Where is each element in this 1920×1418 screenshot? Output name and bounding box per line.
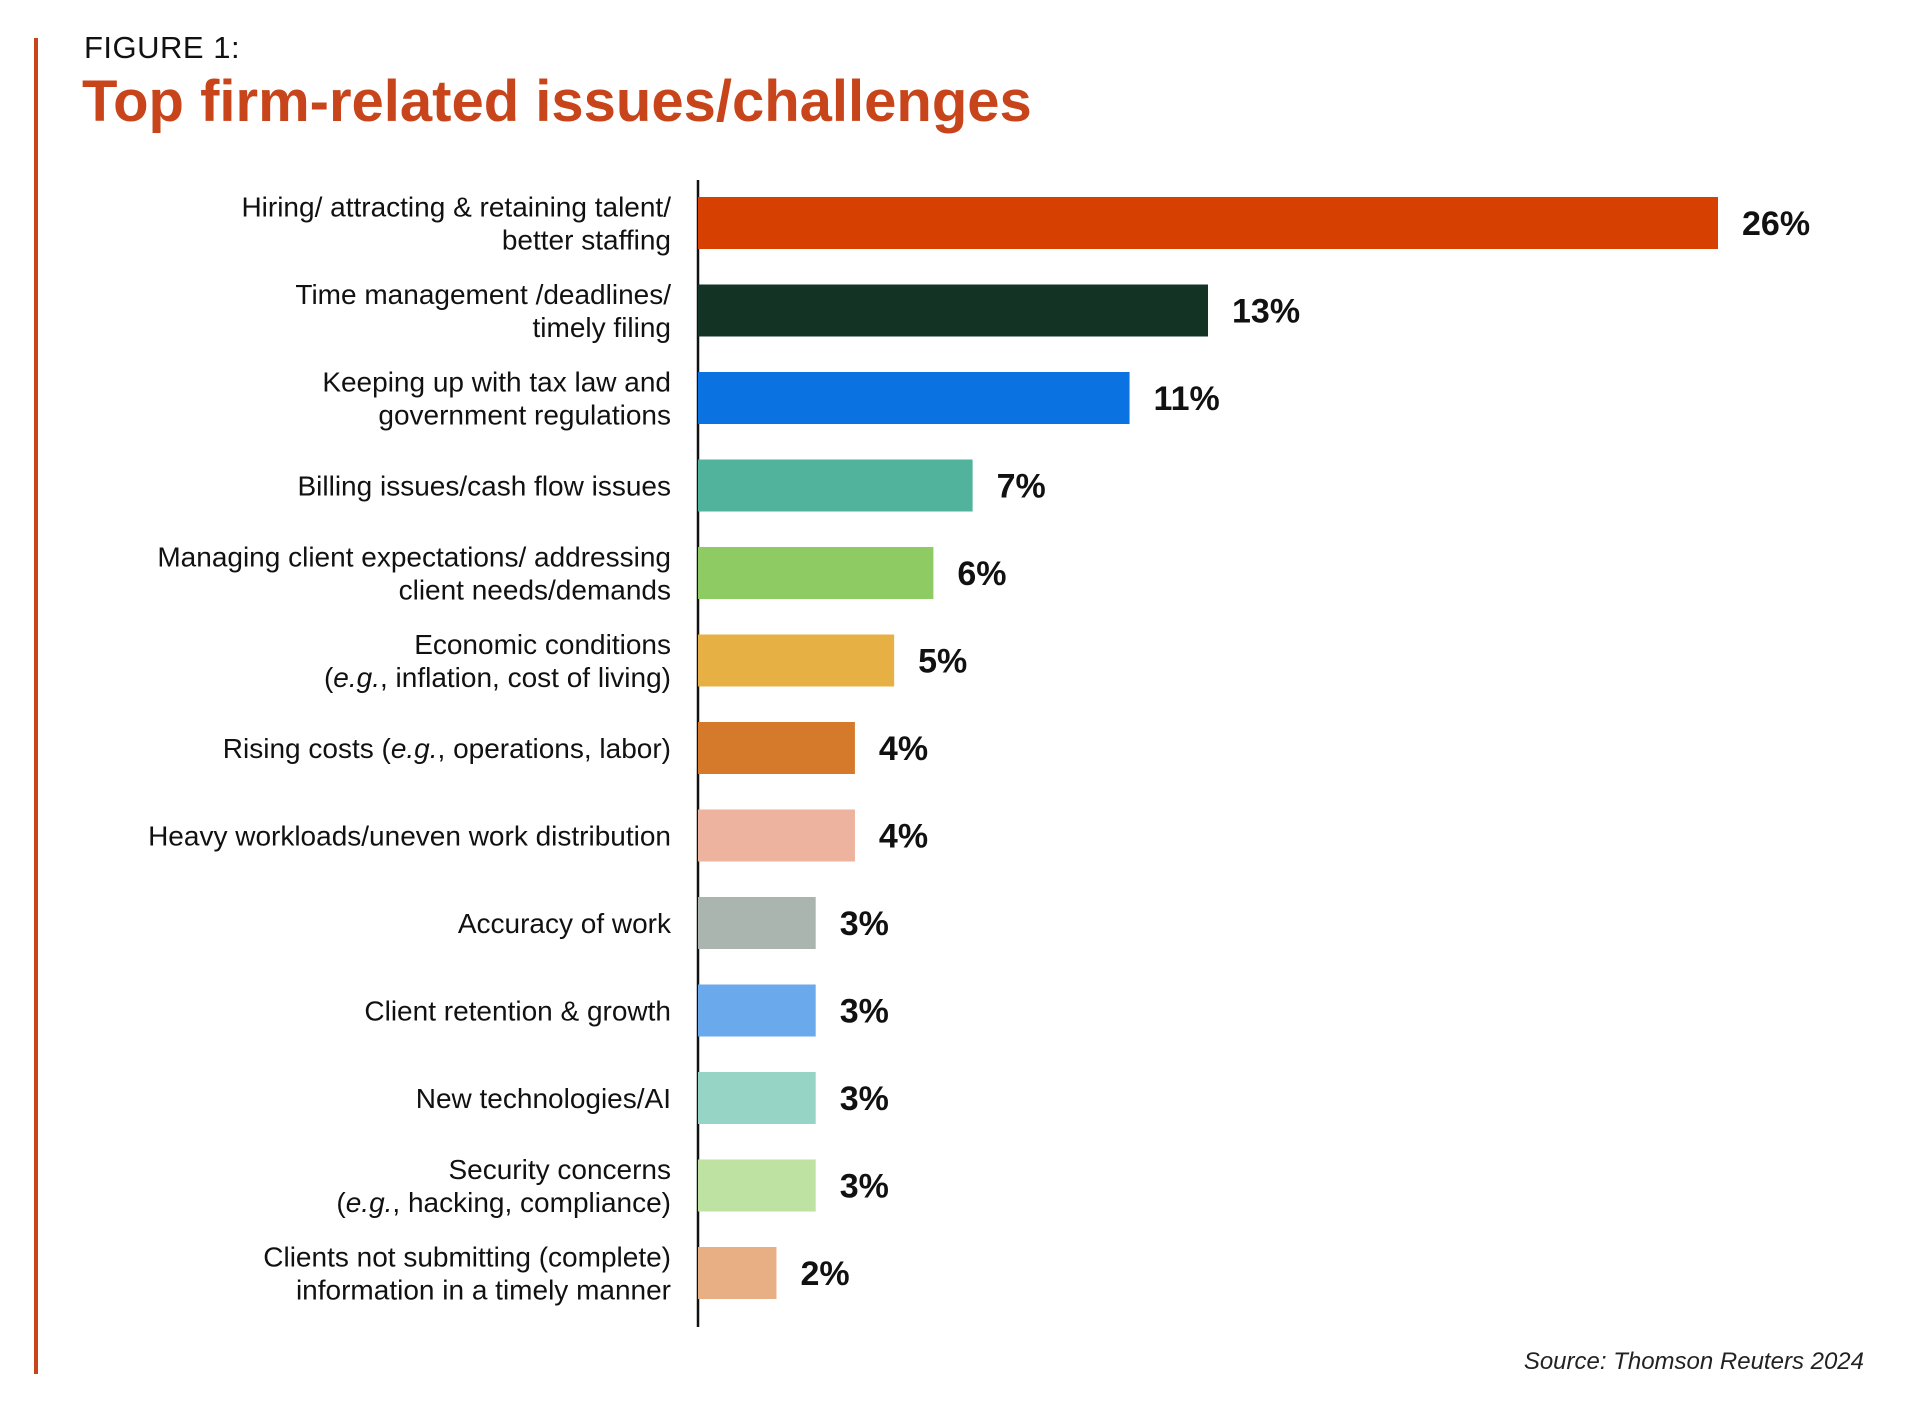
bar <box>698 372 1130 424</box>
value-label: 3% <box>840 1168 889 1206</box>
value-label: 3% <box>840 1080 889 1118</box>
value-label: 13% <box>1232 293 1300 331</box>
category-label: Heavy workloads/uneven work distribution <box>148 821 671 852</box>
value-label: 4% <box>879 818 928 856</box>
bar <box>698 634 895 687</box>
category-label: Security concerns <box>448 1154 671 1185</box>
source-note: Source: Thomson Reuters 2024 <box>1523 1348 1864 1375</box>
left-accent-rule <box>34 38 38 1374</box>
bar <box>698 1159 816 1212</box>
bar <box>698 547 934 599</box>
category-label: client needs/demands <box>399 575 671 606</box>
bar <box>698 1072 816 1124</box>
category-label: Time management /deadlines/ <box>295 279 671 310</box>
chart-title: Top firm-related issues/challenges <box>82 69 1032 134</box>
category-label: Rising costs (e.g., operations, labor) <box>223 733 671 764</box>
bar <box>698 722 855 774</box>
bar <box>698 1247 777 1299</box>
value-label: 11% <box>1154 380 1220 418</box>
bar <box>698 809 855 862</box>
category-label: government regulations <box>378 400 671 431</box>
value-label: 7% <box>997 468 1046 506</box>
category-label: Keeping up with tax law and <box>322 367 671 398</box>
value-label: 2% <box>800 1255 849 1293</box>
value-label: 3% <box>840 905 889 943</box>
value-label: 3% <box>840 993 889 1031</box>
category-label: Economic conditions <box>414 629 671 660</box>
category-label: Hiring/ attracting & retaining talent/ <box>241 192 671 223</box>
category-label: Client retention & growth <box>364 996 671 1027</box>
category-label: Accuracy of work <box>458 908 672 939</box>
category-label: New technologies/AI <box>416 1083 671 1114</box>
category-label: (e.g., inflation, cost of living) <box>324 662 671 693</box>
category-label: Clients not submitting (complete) <box>263 1242 671 1273</box>
bar <box>698 197 1718 249</box>
category-label: (e.g., hacking, compliance) <box>336 1187 671 1218</box>
value-label: 6% <box>957 555 1006 593</box>
bar <box>698 459 973 512</box>
category-label: timely filing <box>533 312 671 343</box>
bar <box>698 897 816 949</box>
value-label: 26% <box>1742 205 1810 243</box>
value-label: 4% <box>879 730 928 768</box>
bar <box>698 284 1208 337</box>
value-label: 5% <box>918 643 967 681</box>
category-label: Billing issues/cash flow issues <box>298 471 672 502</box>
category-label: Managing client expectations/ addressing <box>157 542 671 573</box>
bar <box>698 984 816 1037</box>
figure-label: FIGURE 1: <box>84 30 241 65</box>
category-label: information in a timely manner <box>296 1275 671 1306</box>
category-label: better staffing <box>502 225 671 256</box>
